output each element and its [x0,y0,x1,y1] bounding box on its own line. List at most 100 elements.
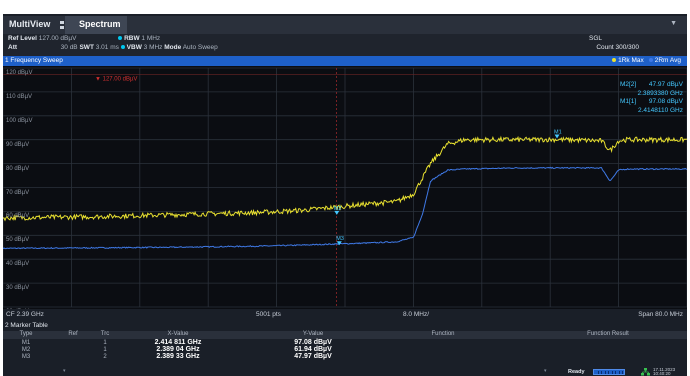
att-value: 30 dB [60,44,78,51]
status-ready: Ready [568,369,585,375]
sweep-count: Count 300/300 [596,44,639,51]
trace-1-max [3,135,687,222]
marker-table[interactable]: 2 Marker Table Type Ref Trc X-Value Y-Va… [3,321,687,368]
ref-level-label: Ref Level [8,35,37,42]
m2-readout-label: M2[2] [619,81,637,88]
measurement-settings[interactable]: Ref Level 127.00 dBµV RBW 1 MHz Att 30 d… [3,34,687,56]
settings-row-2: Att 30 dB SWT 3.01 ms VBW 3 MHz Mode Aut… [8,44,218,53]
y-tick-label: 120 dBµV [6,70,33,76]
row-trc: 2 [103,354,107,360]
window-title-bar[interactable]: 1 Frequency Sweep 1Rk Max 2Rm Avg [3,56,687,66]
row-y-value: 47.97 dBµV [294,353,332,360]
rbw-label: RBW [124,35,140,42]
meter-tick [622,371,623,374]
trace1-indicator-icon [612,58,617,62]
mode-label: Mode [164,44,182,51]
chevron-down-icon[interactable]: ▾ [544,368,547,374]
meter-tick [608,371,609,374]
row-trc: 1 [103,340,107,346]
row-x-value: 2.389 04 GHz [156,346,200,353]
ref-level-label: ▼ 127.00 dBµV [95,77,137,83]
status-date: 17.11.2023 [653,367,676,372]
datetime: 17.11.2023 10:40:20 [653,367,676,376]
tab-multiview[interactable]: MultiView [9,19,51,29]
tab-spectrum[interactable]: Spectrum [65,16,127,34]
col-y-value: Y-Value [302,331,324,337]
analyzer-window: MultiView Spectrum ▼ Ref Level 127.00 dB… [3,14,687,376]
marker-tag: M1 [554,130,562,136]
trace-legend: 1Rk Max 2Rm Avg [612,57,681,64]
trace1-label: 1Rk Max [618,57,644,64]
center-frequency: CF 2.39 GHz [6,311,44,318]
row-trc: 1 [103,347,107,353]
swt-value: 3.01 ms [95,44,119,51]
att-label: Att [8,44,18,51]
y-tick-label: 30 dBµV [6,285,30,292]
status-bar: ▾ ▾ Ready 17.11.2023 10:40:20 [3,367,687,376]
marker-readout: M2[2] 47.97 dBµV 2.3893380 GHz M1[1] 97.… [620,81,683,115]
col-trc: Trc [100,331,110,337]
table-row[interactable]: M1 1 2.414 811 GHz 97.08 dBµV [3,339,687,347]
marker-tag: M2 [334,206,342,212]
table-row[interactable]: M2 1 2.389 04 GHz 61.94 dBµV [3,346,687,354]
y-tick-label: 40 dBµV [6,261,30,268]
tab-spectrum-label: Spectrum [79,19,121,29]
y-tick-label: 90 dBµV [6,141,30,148]
progress-meter [593,369,625,375]
meter-tick [604,371,606,374]
marker-table-header: Type Ref Trc X-Value Y-Value Function Fu… [3,331,687,339]
vbw-value: 3 MHz [143,44,163,51]
y-tick-label: 70 dBµV [6,189,30,196]
settings-row-1: Ref Level 127.00 dBµV RBW 1 MHz [8,35,160,44]
frequency-per-div: 8.0 MHz/ [403,311,430,318]
ref-level-value: 127.00 dBµV [38,35,77,42]
status-time: 10:40:20 [653,371,671,376]
chevron-down-icon[interactable]: ▾ [63,368,66,374]
m1-readout-level: 97.08 dBµV [648,98,683,105]
m1-readout-freq: 2.4148110 GHz [637,106,683,114]
row-type: M1 [21,340,31,346]
marker-triangle-icon [554,134,560,139]
vbw-label: VBW [126,44,142,51]
meter-tick [601,371,602,374]
row-type: M3 [21,354,31,360]
meter-tick [597,371,599,374]
y-tick-label: 100 dBµV [6,117,33,124]
spectrum-chart: ▼ 127.00 dBµV M1 M2 M3 [3,67,687,308]
vbw-indicator-icon [120,44,125,49]
sweep-points: 5001 pts [256,311,281,318]
swt-label: SWT [79,44,94,51]
row-x-value: 2.414 811 GHz [154,339,202,346]
y-tick-label: 110 dBµV [6,93,33,100]
marker-triangle-icon [334,210,340,215]
window-title: 1 Frequency Sweep [5,57,63,64]
col-type: Type [19,331,33,337]
trace-2-avg [3,166,687,250]
y-tick-label: 60 dBµV [6,213,30,220]
marker-triangle-icon [336,241,342,246]
rbw-value: 1 MHz [141,35,161,42]
table-row[interactable]: M3 2 2.389 33 GHz 47.97 dBµV [3,353,687,361]
row-y-value: 97.08 dBµV [294,339,332,346]
trace2-indicator-icon [648,58,653,62]
row-type: M2 [21,347,31,353]
rbw-indicator-icon [118,35,123,40]
trace2-label: 2Rm Avg [654,57,681,64]
spectrum-plot[interactable]: ▼ 127.00 dBµV M1 M2 M3 120 dBµV 110 dBµV 100 … [3,66,687,315]
m2-readout-level: 47.97 dBµV [648,81,683,88]
sgl-indicator: SGL [588,35,602,42]
m2-readout-freq: 2.3893380 GHz [637,89,683,97]
m1-readout-label: M1[1] [619,98,637,105]
marker-table-title: 2 Marker Table [5,322,48,329]
mode-value: Auto Sweep [182,44,218,51]
col-x-value: X-Value [167,331,189,337]
chevron-down-icon[interactable]: ▼ [670,20,677,27]
meter-tick [618,371,620,374]
m1-readout-row: M1[1] 97.08 dBµV [620,98,683,107]
tab-bar: MultiView Spectrum ▼ [3,16,687,34]
col-ref: Ref [68,331,78,337]
m2-readout-row: M2[2] 47.97 dBµV [620,81,683,90]
row-y-value: 61.94 dBµV [294,346,332,353]
network-icon [641,368,650,376]
y-tick-label: 50 dBµV [6,237,30,244]
